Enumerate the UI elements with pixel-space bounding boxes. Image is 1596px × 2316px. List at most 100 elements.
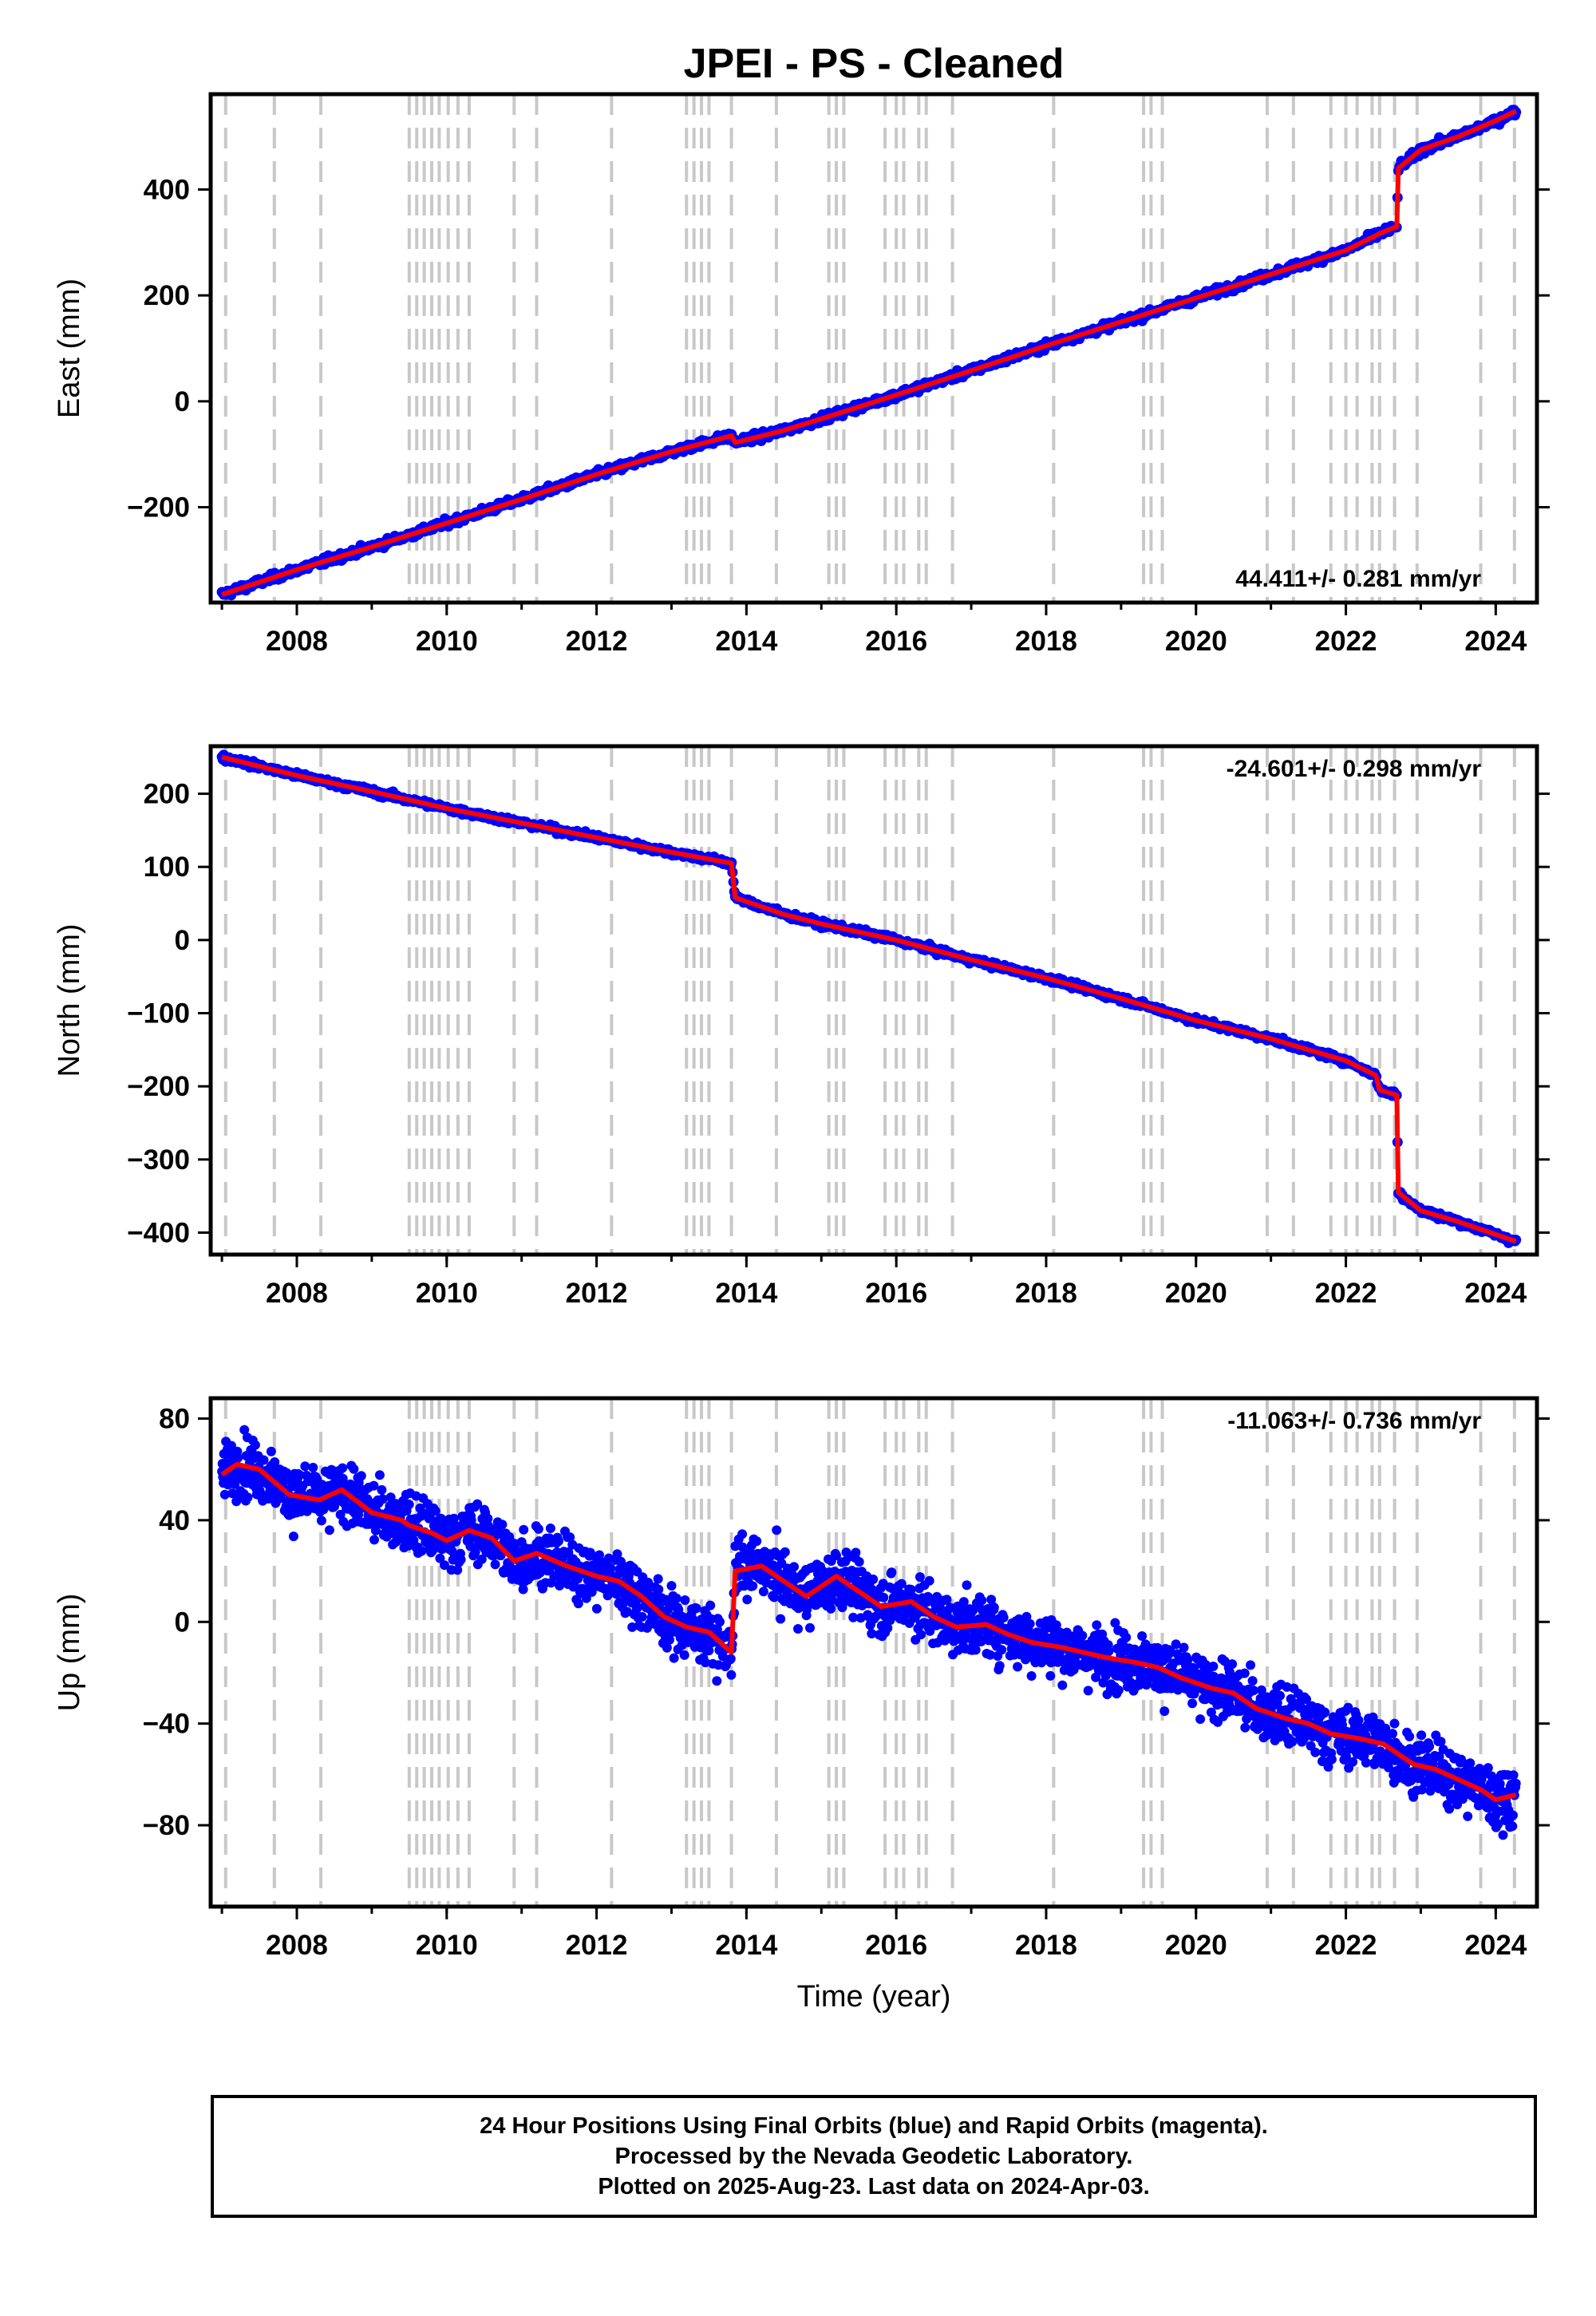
data-point [259,1455,269,1465]
data-point [868,1574,879,1584]
x-tick-label: 2016 [865,1278,927,1309]
data-point [726,1670,737,1680]
x-tick-label: 2020 [1165,1278,1227,1309]
event-lines [223,94,1516,603]
data-point [671,1593,681,1603]
data-point [985,1650,995,1660]
data-point [683,1637,693,1647]
x-tick-label: 2012 [566,626,628,657]
x-tick-label: 2010 [416,1278,478,1309]
data-point [472,1499,483,1509]
data-point [587,1587,597,1597]
data-point [1069,1665,1079,1675]
data-point [316,1516,326,1526]
x-tick-label: 2010 [416,626,478,657]
data-point [867,1629,877,1638]
data-point [430,1506,440,1516]
data-point [642,1586,653,1596]
data-point [712,1624,722,1634]
y-tick-label: 200 [144,280,190,311]
data-point [962,1580,972,1591]
data-point [243,1492,253,1503]
data-point [1104,1646,1114,1657]
x-tick-label: 2014 [715,626,777,657]
data-point [270,1457,280,1467]
data-point [643,1577,654,1587]
velocity-rate-label: 44.411+/- 0.281 mm/yr [1235,566,1481,592]
data-point [1179,1642,1189,1653]
data-point [666,1581,677,1591]
data-point [653,1574,663,1584]
data-point [679,1650,689,1660]
y-tick-label: 0 [175,386,190,417]
data-point [1187,1698,1198,1709]
data-point [700,1658,710,1668]
y-tick-label: 100 [144,852,190,883]
x-tick-label: 2022 [1315,626,1377,657]
data-point [748,1581,758,1591]
x-tick-label: 2018 [1015,626,1077,657]
data-point [854,1557,864,1567]
data-point [227,1488,238,1499]
data-point [691,1603,701,1614]
data-point [606,1563,616,1574]
event-lines [223,1398,1516,1907]
data-point [250,1440,260,1450]
data-point [1113,1685,1124,1695]
data-point [885,1615,895,1626]
data-point [374,1470,385,1480]
data-point [553,1536,563,1547]
data-point [288,1531,298,1542]
data-point [780,1547,790,1557]
data-point [742,1595,753,1605]
data-point [1183,1655,1193,1665]
data-point [330,1501,340,1512]
data-point [385,1492,396,1503]
data-point [1159,1706,1170,1717]
data-point [404,1500,414,1510]
data-point [1045,1670,1056,1681]
x-tick-label: 2018 [1015,1278,1077,1309]
data-point [705,1600,716,1611]
data-point [1057,1680,1068,1690]
y-tick-label: 0 [175,925,190,956]
x-tick-label: 2014 [715,1278,777,1309]
data-point [308,1462,318,1472]
x-tick-label: 2024 [1464,1278,1527,1309]
data-point [793,1624,803,1634]
y-axis-label: North (mm) [53,923,86,1077]
data-point [448,1513,459,1524]
data-point [591,1603,602,1614]
x-tick-label: 2008 [266,626,328,657]
data-point [476,1554,487,1564]
data-point [1121,1632,1132,1642]
data-point [725,1654,736,1664]
data-point [533,1524,543,1534]
x-tick-label: 2022 [1315,1278,1377,1309]
data-point [958,1597,969,1607]
data-point [612,1549,622,1559]
data-point [1137,1631,1148,1641]
data-point [717,1651,728,1662]
data-point [377,1484,387,1495]
data-point [1013,1662,1023,1672]
y-tick-label: −100 [127,998,190,1030]
data-point [456,1555,466,1565]
x-tick-label: 2024 [1464,626,1527,657]
data-point [1025,1618,1035,1629]
data-point [737,1529,748,1539]
data-point [573,1599,583,1609]
data-point [440,1560,449,1571]
data-point [633,1602,643,1612]
plot-frame [208,744,1539,1257]
data-point [545,1524,555,1533]
y-tick-label: −300 [127,1144,190,1176]
data-point [945,1603,955,1613]
data-point [915,1572,925,1582]
data-point [637,1611,647,1622]
x-tick-label: 2012 [566,1278,628,1309]
data-point [519,1524,529,1535]
data-point [887,1567,897,1578]
